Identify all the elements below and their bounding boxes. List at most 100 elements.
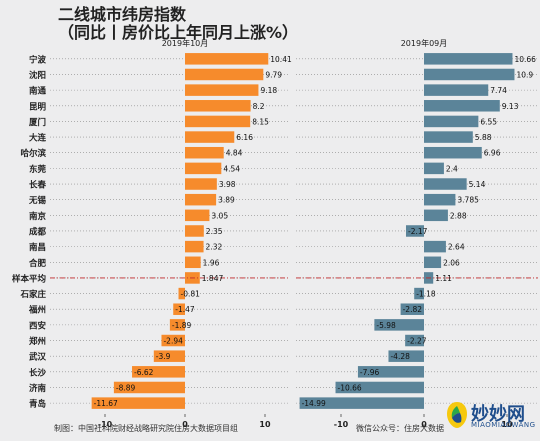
value-label: 5.88 (475, 133, 492, 142)
category-label: 郑州 (29, 336, 46, 347)
value-label: -1.89 (172, 321, 192, 330)
value-label: 9.13 (502, 102, 519, 111)
value-label: 3.89 (218, 196, 235, 205)
value-label: 1.847 (202, 274, 224, 283)
category-label: 南京 (29, 211, 47, 222)
bar (400, 303, 424, 315)
value-label: 2.4 (446, 164, 458, 173)
value-label: 6.96 (484, 149, 501, 158)
bar (424, 131, 473, 143)
bar (424, 68, 515, 81)
value-label: 10.9 (516, 70, 533, 79)
bar (178, 287, 185, 300)
value-label: 3.05 (211, 211, 228, 220)
category-label: 武汉 (29, 352, 47, 363)
bar (424, 178, 467, 190)
value-label: 2.35 (206, 227, 223, 236)
bar (173, 303, 185, 315)
tick-label: 0 (421, 420, 427, 429)
value-label: 3.98 (219, 180, 236, 189)
tick-label: -10 (334, 420, 349, 429)
value-label: 2.32 (206, 243, 223, 252)
bar (185, 100, 251, 112)
chart-subtitle: （同比丨房价比上年同月上涨%） (58, 23, 299, 42)
bar (424, 193, 456, 206)
logo-icon (447, 402, 467, 428)
value-label: 4.54 (223, 164, 240, 173)
bar (185, 240, 204, 253)
value-label: -3.9 (156, 352, 171, 361)
category-label: 长沙 (29, 367, 47, 378)
tick-label: 0 (182, 420, 188, 429)
value-label: -11.67 (94, 399, 118, 408)
value-label: -2.17 (408, 227, 428, 236)
value-label: -2.27 (407, 337, 427, 346)
bar (161, 334, 185, 347)
bar (374, 319, 424, 331)
category-label: 福州 (28, 305, 46, 316)
value-label: -14.99 (302, 399, 326, 408)
bar (185, 115, 251, 128)
category-label: 西安 (29, 320, 47, 331)
bar (424, 115, 479, 128)
bar (185, 178, 217, 190)
category-label: 南昌 (29, 242, 46, 253)
value-label: 5.14 (469, 180, 486, 189)
value-label: 1.96 (203, 258, 220, 267)
category-label: 石家庄 (19, 289, 46, 300)
bar (113, 381, 185, 394)
category-label: 哈尔滨 (20, 148, 46, 159)
bar (357, 366, 424, 378)
bar (424, 100, 500, 112)
value-label: 4.84 (226, 149, 243, 158)
value-label: -5.98 (376, 321, 396, 330)
bar (185, 131, 235, 143)
category-label: 东莞 (29, 164, 47, 175)
bar (414, 287, 424, 300)
value-label: -1.18 (416, 290, 436, 299)
value-label: 10.66 (514, 55, 536, 64)
value-label: 1.11 (435, 274, 452, 283)
value-label: -10.66 (338, 383, 362, 392)
tick-label: -10 (98, 420, 113, 429)
bar (424, 84, 489, 96)
value-label: 6.55 (480, 117, 497, 126)
category-label: 宁波 (29, 54, 47, 65)
value-label: -4.28 (390, 352, 410, 361)
value-label: -0.81 (181, 290, 201, 299)
bar (91, 397, 185, 409)
value-label: 7.74 (490, 86, 507, 95)
bar (424, 240, 446, 253)
category-label: 无锡 (28, 195, 47, 206)
category-label: 沈阳 (29, 70, 46, 81)
bar (185, 225, 204, 237)
value-label: 2.88 (450, 211, 467, 220)
value-label: -6.62 (134, 368, 154, 377)
bar (424, 53, 513, 65)
footer-wechat: 微信公众号：住房大数据 (356, 424, 444, 433)
bar (424, 146, 482, 159)
bar (169, 319, 185, 331)
panel-title: 2019年09月 (401, 38, 448, 48)
value-label: 8.2 (253, 102, 265, 111)
value-label: 9.79 (265, 70, 282, 79)
category-label: 样本平均 (12, 273, 47, 284)
value-label: 8.15 (252, 117, 269, 126)
category-label: 昆明 (29, 101, 47, 112)
value-label: 2.06 (443, 258, 460, 267)
bar (185, 162, 222, 175)
panel-title: 2019年10月 (162, 38, 209, 48)
category-label: 厦门 (29, 117, 46, 128)
bar (299, 397, 424, 409)
category-label: 成都 (29, 226, 47, 237)
bar (185, 53, 269, 65)
value-label: -7.96 (360, 368, 380, 377)
logo-text: 妙妙网 (471, 404, 525, 425)
value-label: 2.64 (448, 243, 465, 252)
bar (388, 350, 424, 362)
value-label: -1.47 (175, 305, 195, 314)
bar (424, 162, 444, 175)
value-label: 10.41 (270, 55, 292, 64)
category-label: 南通 (29, 86, 47, 97)
value-label: -2.94 (163, 337, 183, 346)
